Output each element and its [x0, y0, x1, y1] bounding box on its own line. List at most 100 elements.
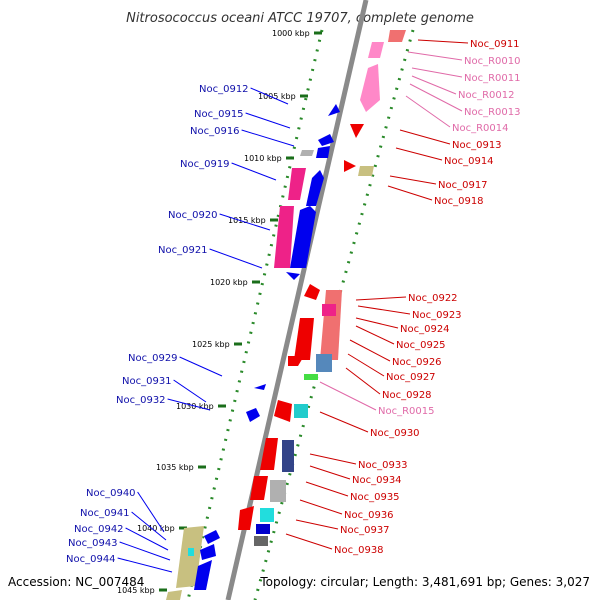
gene-label[interactable]: Noc_0932 [116, 395, 166, 406]
gene-label[interactable]: Noc_R0010 [464, 56, 521, 67]
gene-noc-0941[interactable] [188, 548, 194, 556]
gene-noc-0921[interactable] [286, 272, 300, 280]
leader-line [305, 481, 349, 497]
gene-label[interactable]: Noc_0924 [400, 324, 450, 335]
gene-noc-0912[interactable] [328, 104, 340, 116]
gene-label[interactable]: Noc_0922 [408, 293, 458, 304]
leader-line [417, 39, 469, 44]
gene-label[interactable]: Noc_0927 [386, 372, 436, 383]
gene-noc-0919a[interactable] [288, 168, 306, 200]
gene-label[interactable]: Noc_0931 [122, 376, 172, 387]
gene-noc-0925[interactable] [322, 304, 336, 316]
gene-noc-0942[interactable] [204, 530, 220, 544]
gene-noc-0913[interactable] [350, 124, 364, 138]
gene-noc-0938b[interactable] [254, 536, 268, 546]
gene-label[interactable]: Noc_0921 [158, 245, 208, 256]
gene-label[interactable]: Noc_0928 [382, 390, 432, 401]
gene-label[interactable]: Noc_0940 [86, 488, 136, 499]
gene-noc-r0010[interactable] [368, 42, 384, 58]
leader-line [219, 213, 271, 231]
gene-label[interactable]: Noc_R0014 [452, 123, 509, 134]
gene-noc-0943[interactable] [200, 544, 216, 560]
gene-noc-0944[interactable] [194, 560, 212, 590]
gene-noc-0930[interactable] [274, 400, 292, 422]
gene-label[interactable]: Noc_0919 [180, 159, 230, 170]
leader-line [411, 67, 463, 78]
gene-label[interactable]: Noc_0936 [344, 510, 394, 521]
gene-label[interactable]: Noc_R0011 [464, 73, 521, 84]
gene-label[interactable]: Noc_0935 [350, 492, 400, 503]
gene-label[interactable]: Noc_0916 [190, 126, 240, 137]
leader-line [387, 185, 433, 201]
leader-line [355, 296, 407, 301]
gene-label[interactable]: Noc_0933 [358, 460, 408, 471]
gene-label[interactable]: Noc_0937 [340, 525, 390, 536]
gene-label[interactable]: Noc_0943 [68, 538, 118, 549]
gene-noc-0929[interactable] [254, 384, 266, 390]
gene-noc-0926[interactable] [316, 354, 332, 372]
gene-label[interactable]: Noc_R0012 [458, 90, 515, 101]
gene-noc-0924[interactable] [320, 290, 342, 360]
gene-noc-0916[interactable] [300, 150, 314, 156]
gene-label[interactable]: Noc_0911 [470, 39, 520, 50]
gene-label[interactable]: Noc_0923 [412, 310, 462, 321]
leader-line [349, 339, 391, 362]
leader-line [117, 557, 173, 573]
gene-label[interactable]: Noc_0926 [392, 357, 442, 368]
map-title: Nitrosococcus oceani ATCC 19707, complet… [126, 11, 474, 26]
gene-label[interactable]: Noc_0920 [168, 210, 218, 221]
gene-noc-0938[interactable] [256, 524, 270, 534]
leader-line [345, 367, 381, 395]
gene-noc-0919b[interactable] [306, 170, 324, 206]
leader-lines [117, 39, 469, 573]
gene-label[interactable]: Noc_0917 [438, 180, 488, 191]
gene-label[interactable]: Noc_R0013 [464, 107, 521, 118]
gene-noc-0911[interactable] [388, 30, 406, 42]
gene-label[interactable]: Noc_0930 [370, 428, 420, 439]
gene-noc-0931[interactable] [246, 408, 260, 422]
gene-noc-0920a[interactable] [274, 206, 294, 268]
leader-line [299, 499, 343, 515]
leader-line [355, 325, 395, 345]
gene-label[interactable]: Noc_0913 [452, 140, 502, 151]
tick-label: 1010 kbp [244, 154, 282, 163]
gene-noc-0937[interactable] [260, 508, 274, 522]
gene-label[interactable]: Noc_R0015 [378, 406, 435, 417]
gene-label[interactable]: Noc_0941 [80, 508, 130, 519]
gene-label[interactable]: Noc_0912 [199, 84, 249, 95]
gene-label[interactable]: Noc_0938 [334, 545, 384, 556]
gene-noc-0923[interactable] [294, 318, 314, 360]
gene-noc-0935[interactable] [250, 476, 268, 500]
leader-line [405, 95, 451, 128]
leader-line [399, 129, 451, 145]
leader-line [285, 533, 333, 550]
gene-label[interactable]: Noc_0944 [66, 554, 116, 565]
gene-noc-0916b[interactable] [316, 146, 330, 158]
gene-label[interactable]: Noc_0934 [352, 475, 402, 486]
gene-label[interactable]: Noc_0914 [444, 156, 494, 167]
gene-noc-0918[interactable] [358, 166, 374, 176]
leader-line [167, 398, 211, 411]
gene-label[interactable]: Noc_0929 [128, 353, 178, 364]
gene-noc-0936[interactable] [270, 480, 286, 502]
gene-label[interactable]: Noc_0915 [194, 109, 244, 120]
topology-text: Topology: circular; Length: 3,481,691 bp… [259, 575, 590, 589]
gene-noc-r0011[interactable] [360, 64, 380, 112]
gene-noc-0915[interactable] [318, 134, 334, 146]
gene-noc-0928[interactable] [288, 356, 304, 366]
leader-line [309, 465, 351, 480]
gene-noc-0927[interactable] [304, 374, 318, 380]
gene-noc-0917[interactable] [344, 160, 356, 172]
gene-label[interactable]: Noc_0942 [74, 524, 124, 535]
gene-noc-0930b[interactable] [294, 404, 308, 418]
leader-line [125, 527, 169, 551]
gene-noc-0920b[interactable] [290, 206, 316, 268]
gene-label[interactable]: Noc_0918 [434, 196, 484, 207]
gene-label[interactable]: Noc_0925 [396, 340, 446, 351]
gene-noc-0922[interactable] [304, 284, 320, 300]
gene-noc-0933[interactable] [260, 438, 278, 470]
gene-noc-0938c[interactable] [238, 506, 254, 530]
accession-text: Accession: NC_007484 [8, 575, 144, 589]
gene-noc-0934[interactable] [282, 440, 294, 472]
gene-noc-0944b[interactable] [166, 590, 182, 600]
